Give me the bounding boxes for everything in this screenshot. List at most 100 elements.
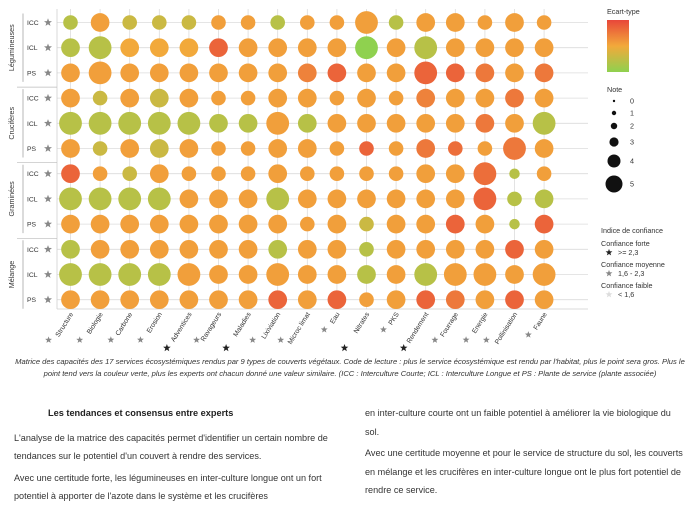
bubble: [386, 63, 406, 83]
bubble: [443, 263, 467, 286]
bubble: [240, 15, 256, 30]
bubble: [238, 265, 258, 284]
bubble: [179, 214, 199, 234]
bubble: [90, 13, 110, 32]
article-right-column: en inter-culture courte ont un faible po…: [365, 404, 687, 503]
bubble: [181, 166, 197, 181]
column-label: Eau: [329, 311, 341, 325]
bubble: [268, 164, 288, 184]
bubble: [414, 61, 438, 85]
bubble: [416, 139, 436, 158]
bubble: [445, 38, 465, 58]
group-label: Graminées: [7, 181, 16, 217]
bubble: [300, 15, 315, 30]
bubble: [532, 263, 556, 286]
bubble: [266, 263, 290, 286]
bubble: [61, 88, 80, 108]
row-label: PS: [27, 222, 37, 229]
bubble: [61, 139, 80, 158]
bubble: [120, 88, 140, 108]
column-confidence-star: [431, 336, 439, 343]
bubble: [120, 63, 140, 83]
bubble: [61, 38, 80, 58]
bubble: [122, 166, 137, 181]
column-confidence-star: [222, 344, 230, 352]
bubble: [59, 187, 82, 211]
bubble: [327, 38, 347, 58]
bubble: [445, 164, 465, 184]
bubble: [88, 187, 112, 211]
column-label: Lixiviation: [261, 311, 283, 340]
column-confidence-star: [380, 326, 387, 333]
bubble: [416, 189, 436, 209]
bubble: [475, 113, 495, 133]
bubble: [177, 111, 201, 135]
bubble: [475, 290, 495, 310]
legend-confidence-star: [605, 290, 613, 298]
bubble: [238, 290, 258, 310]
column-confidence-star: [249, 336, 257, 343]
legend-size-label: 3: [630, 138, 634, 147]
bubble: [448, 141, 463, 156]
bubble: [327, 265, 347, 284]
bubble: [505, 239, 524, 259]
bubble: [209, 265, 228, 284]
bubble: [118, 187, 142, 211]
bubble: [416, 214, 436, 234]
legend-size-dot: [609, 137, 619, 147]
legend-size-label: 5: [630, 180, 634, 189]
legend-confidence-label: Confiance faible: [601, 281, 653, 290]
bubble: [152, 15, 167, 30]
bubble: [238, 63, 258, 83]
bubble: [149, 38, 169, 58]
row-confidence-star: [44, 219, 52, 228]
legend-confidence-range: < 1,6: [618, 290, 634, 299]
bubble: [90, 290, 110, 310]
bubble: [179, 290, 199, 310]
bubble: [359, 242, 374, 257]
bubble: [238, 239, 258, 259]
bubble: [59, 111, 82, 135]
bubble: [268, 239, 288, 259]
bubble: [355, 11, 378, 34]
row-confidence-star: [44, 18, 52, 26]
bubble: [61, 164, 80, 184]
bubble: [90, 239, 110, 259]
bubble: [534, 239, 554, 259]
legend-color-title: Ecart-type: [607, 7, 640, 16]
bubble: [475, 63, 495, 83]
column-label: Energie: [471, 311, 489, 335]
bubble: [120, 214, 140, 234]
row-confidence-star: [44, 245, 52, 253]
bubble: [268, 38, 288, 58]
bubble: [388, 90, 404, 106]
bubble: [475, 38, 495, 58]
legend-size-label: 0: [630, 97, 634, 106]
bubble: [386, 189, 406, 209]
bubble: [357, 113, 376, 133]
bubble: [240, 141, 256, 156]
row-label: ICL: [27, 196, 38, 203]
bubble: [445, 113, 465, 133]
bubble: [359, 292, 374, 308]
bubble: [505, 88, 524, 108]
paragraph: L'analyse de la matrice des capacités pe…: [14, 432, 328, 462]
bubble: [503, 137, 526, 160]
bubble: [388, 141, 404, 156]
bubble: [118, 263, 142, 286]
bubble: [329, 90, 345, 106]
bubble: [355, 36, 378, 60]
bubble: [88, 61, 112, 85]
group-label: Légumineuses: [7, 24, 16, 71]
bubble: [149, 164, 169, 184]
bubble: [211, 15, 226, 30]
bubble: [268, 139, 288, 158]
bubble: [327, 63, 347, 83]
row-confidence-star: [44, 93, 52, 102]
bubble: [149, 214, 169, 234]
bubble: [209, 214, 228, 234]
bubble: [63, 15, 78, 30]
bubble: [416, 164, 436, 184]
column-label: Fourrage: [439, 311, 460, 338]
bubble: [61, 63, 80, 83]
